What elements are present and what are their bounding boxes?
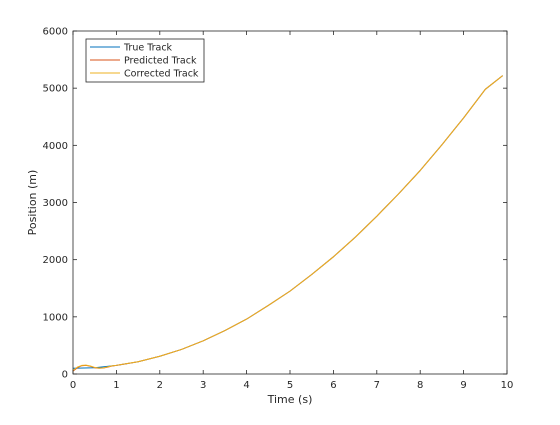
series-layer bbox=[72, 75, 503, 372]
plot-background bbox=[73, 31, 507, 374]
x-tick-label: 6 bbox=[330, 380, 336, 391]
y-tick-label: 3000 bbox=[43, 198, 68, 209]
y-tick-label: 1000 bbox=[43, 312, 68, 323]
legend: True Track Predicted Track Corrected Track bbox=[85, 38, 205, 83]
y-tick-label: 0 bbox=[62, 370, 68, 381]
y-tick-label: 5000 bbox=[43, 84, 68, 95]
x-tick-label: 10 bbox=[501, 380, 514, 391]
x-axis-label: Time (s) bbox=[267, 393, 313, 406]
x-tick-label: 2 bbox=[157, 380, 163, 391]
legend-entry-label: Predicted Track bbox=[124, 56, 197, 67]
x-tick-label: 5 bbox=[287, 380, 293, 391]
plot-area bbox=[73, 31, 507, 374]
y-tick-label: 2000 bbox=[43, 255, 68, 266]
y-tick-label: 4000 bbox=[43, 141, 68, 152]
axes-layer: 0 1 2 3 4 5 6 7 8 9 10 0 1000 2000 3000 4000 5000 6000 bbox=[43, 27, 514, 392]
y-axis-label: Position (m) bbox=[26, 170, 39, 236]
legend-entry-label: Corrected Track bbox=[124, 69, 199, 80]
series-line-3 bbox=[72, 75, 503, 371]
y-tick-label: 6000 bbox=[43, 27, 68, 38]
x-tick-label: 1 bbox=[113, 380, 119, 391]
x-tick-label: 0 bbox=[70, 380, 76, 391]
x-tick-label: 9 bbox=[460, 380, 466, 391]
x-tick-label: 3 bbox=[200, 380, 206, 391]
x-tick-label: 7 bbox=[374, 380, 380, 391]
x-tick-label: 8 bbox=[417, 380, 423, 391]
x-tick-label: 4 bbox=[243, 380, 249, 391]
legend-entry-label: True Track bbox=[123, 43, 173, 54]
